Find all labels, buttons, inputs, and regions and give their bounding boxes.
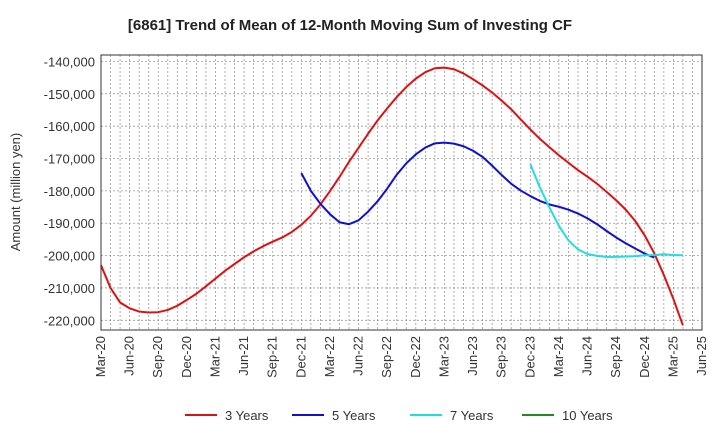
x-tick-label: Dec-20 [179,336,194,378]
x-tick-label: Dec-22 [408,336,423,378]
x-tick-label: Jun-23 [465,336,480,376]
x-tick-label: Jun-25 [694,336,709,376]
legend-label: 7 Years [450,408,494,423]
x-tick-label: Dec-24 [637,336,652,378]
legend: 3 Years 5 Years 7 Years 10 Years [185,408,613,423]
y-axis-label: Amount (million yen) [8,133,23,252]
chart-title: [6861] Trend of Mean of 12-Month Moving … [128,17,572,34]
legend-label: 5 Years [332,408,376,423]
x-tick-label: Mar-21 [207,336,222,377]
x-tick-label: Sep-24 [608,336,623,378]
x-tick-label: Mar-24 [551,336,566,377]
y-tick-label: -170,000 [44,152,95,167]
plot-frame [100,54,703,331]
y-tick-label: -200,000 [44,249,95,264]
y-tick-label: -190,000 [44,216,95,231]
x-tick-label: Jun-21 [236,336,251,376]
legend-label: 3 Years [225,408,269,423]
x-tick-label: Mar-22 [322,336,337,377]
y-tick-label: -160,000 [44,119,95,134]
y-tick-label: -180,000 [44,184,95,199]
y-tick-label: -220,000 [44,313,95,328]
x-tick-label: Dec-21 [293,336,308,378]
y-tick-label: -140,000 [44,54,95,69]
x-tick-label: Mar-23 [436,336,451,377]
x-tick-label: Dec-23 [522,336,537,378]
x-tick-label: Jun-20 [122,336,137,376]
x-tick-label: Sep-22 [379,336,394,378]
series-line-3-years [100,66,684,326]
y-tick-label: -210,000 [44,281,95,296]
x-tick-label: Mar-20 [93,336,108,377]
x-axis-ticks: Mar-20 Jun-20 Sep-20 Dec-20 Mar-21 Jun-21 Sep-… [93,336,709,378]
x-tick-label: Sep-20 [150,336,165,378]
grid [101,55,702,330]
x-tick-label: Jun-24 [580,336,595,376]
y-tick-label: -150,000 [44,87,95,102]
x-tick-label: Sep-23 [494,336,509,378]
y-axis-ticks: -140,000 -150,000 -160,000 -170,000 -180,000… [44,54,95,328]
series-line-5-years [300,141,655,259]
series-lines [100,66,684,326]
x-tick-label: Mar-25 [665,336,680,377]
x-tick-label: Sep-21 [265,336,280,378]
series-line-7-years [529,163,683,258]
x-tick-label: Jun-22 [351,336,366,376]
legend-label: 10 Years [562,408,613,423]
